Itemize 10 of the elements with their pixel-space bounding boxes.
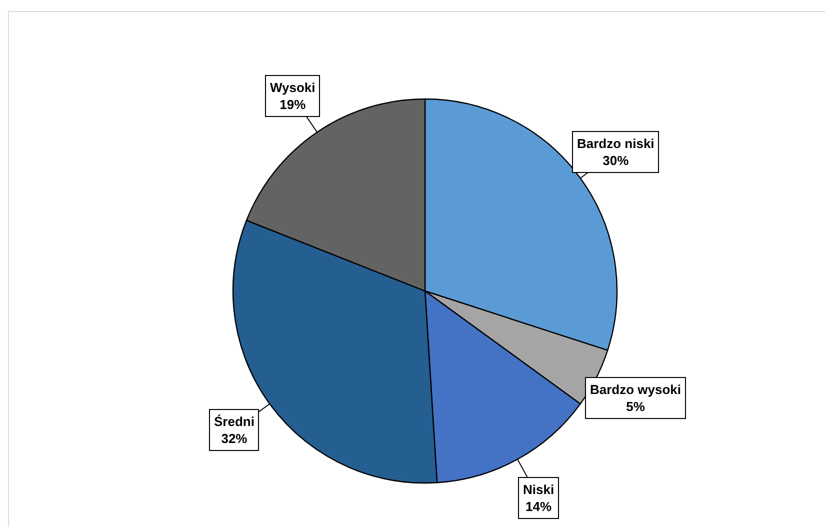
slice-label: Wysoki <box>270 80 316 95</box>
data-label: 19% <box>280 96 306 112</box>
slice-label: Bardzo niski <box>577 136 654 151</box>
data-label: 14% <box>526 498 552 514</box>
data-label: 30% <box>602 152 630 168</box>
data-label: 5% <box>626 398 646 414</box>
data-label: 32% <box>221 430 248 446</box>
slice-label: Średni <box>214 414 254 429</box>
slice-label: Niski <box>523 482 554 497</box>
slice-label: Bardzo wysoki <box>590 382 682 397</box>
